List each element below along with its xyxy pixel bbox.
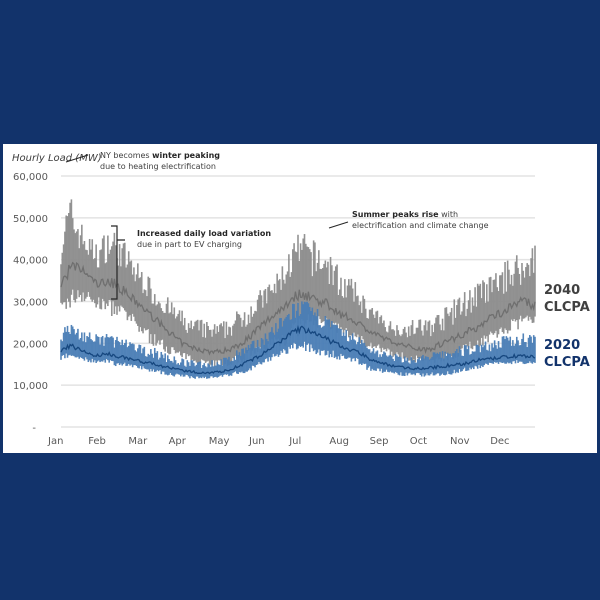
y-tick-label: 10,000: [13, 381, 48, 392]
x-tick-label: Feb: [88, 436, 106, 447]
series-2020-clcpa: [60, 301, 536, 379]
annotation-summer-line1: Summer peaks rise with: [352, 210, 458, 219]
x-tick-label: Nov: [450, 436, 470, 447]
x-tick-labels: Jan Feb Mar Apr May Jun Jul Aug Sep Oct Nov Dec: [47, 436, 510, 447]
annotation-winter-line2: due to heating electrification: [100, 162, 216, 171]
y-tick-label: 50,000: [13, 214, 48, 225]
legend-2040-name: CLCPA: [544, 300, 590, 315]
x-tick-label: Dec: [490, 436, 509, 447]
y-tick-label: -: [32, 423, 36, 434]
annotation-summer-line2: electrification and climate change: [352, 221, 489, 230]
legend-2020-year: 2020: [544, 338, 580, 353]
x-tick-label: Apr: [169, 436, 187, 447]
legend-2040-year: 2040: [544, 283, 580, 298]
chart-panel: Hourly Load (MW) - 10,000 20,000 30,000 40,0…: [3, 144, 597, 453]
y-tick-label: 30,000: [13, 298, 48, 309]
x-tick-label: Oct: [410, 436, 427, 447]
annotation-pointer-summer: [328, 221, 349, 229]
x-tick-label: Sep: [370, 436, 389, 447]
annotation-winter-line1: NY becomes winter peaking: [100, 151, 220, 160]
x-tick-label: Jun: [248, 436, 265, 447]
annotation-bracket-variation: [111, 225, 125, 300]
annotation-pointer-winter: [65, 154, 89, 163]
median-line: [60, 261, 536, 356]
y-tick-labels: - 10,000 20,000 30,000 40,000 50,000 60,000: [13, 172, 48, 434]
x-tick-label: May: [209, 436, 230, 447]
x-tick-label: Jan: [47, 436, 63, 447]
x-tick-label: Aug: [329, 436, 349, 447]
y-tick-label: 40,000: [13, 256, 48, 267]
y-tick-label: 60,000: [13, 172, 48, 183]
legend-2020-name: CLCPA: [544, 355, 590, 370]
annotation-variation-line1: Increased daily load variation: [137, 229, 271, 238]
y-tick-label: 20,000: [13, 339, 48, 350]
x-tick-label: Jul: [288, 436, 301, 447]
median-line: [60, 324, 536, 375]
y-axis-label: Hourly Load (MW): [12, 153, 102, 164]
load-chart: Hourly Load (MW) - 10,000 20,000 30,000 40,0…: [12, 151, 590, 447]
x-tick-label: Mar: [128, 436, 148, 447]
annotation-variation-line2: due in part to EV charging: [137, 240, 242, 249]
series-2040-clcpa: [60, 199, 536, 367]
